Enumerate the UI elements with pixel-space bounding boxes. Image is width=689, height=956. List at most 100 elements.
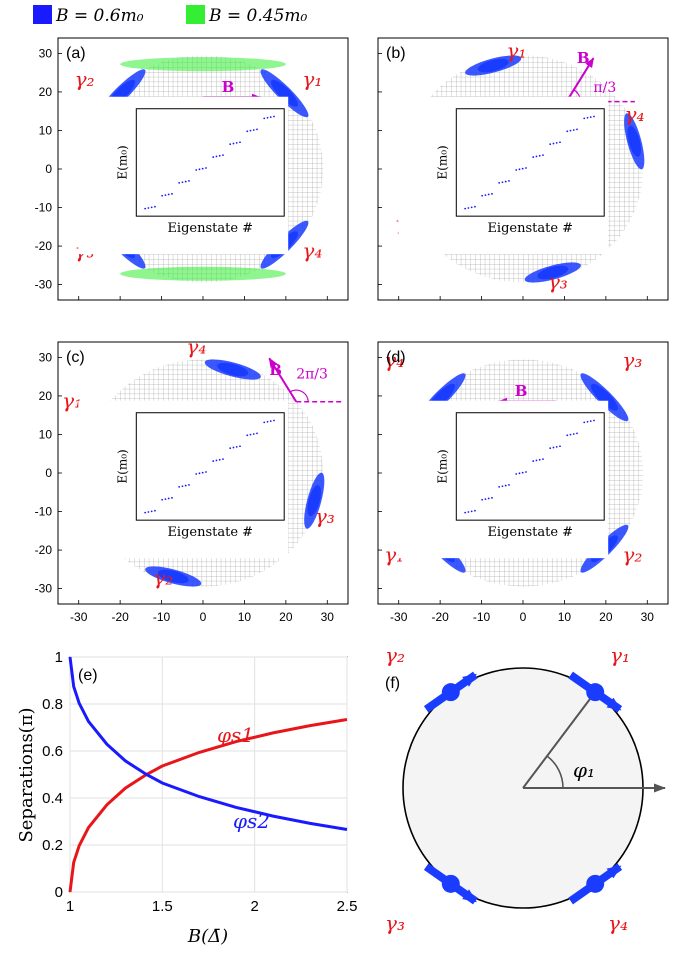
gamma-label: γ₄	[625, 102, 645, 126]
field-arrow	[268, 357, 298, 403]
eigenvalue-dot	[569, 433, 572, 436]
eigenvalue-dot	[491, 496, 493, 499]
eigenvalue-dot	[215, 459, 218, 462]
eigenvalue-dot	[504, 180, 507, 183]
eigenvalue-dot	[273, 115, 275, 118]
eigenvalue-dot	[532, 460, 535, 462]
eigenvalue-dot	[161, 194, 164, 197]
eigenvalue-dot	[188, 180, 190, 182]
eigenvalue-dot	[235, 141, 238, 144]
series-label-phi-s2: φs2	[233, 809, 270, 833]
y-tick-label: 30	[39, 350, 53, 364]
majorana-density-core	[627, 125, 642, 157]
eigenvalue-dot	[178, 181, 181, 184]
x-tick-label: 2	[250, 898, 258, 915]
x-tick-label: 1.5	[152, 898, 173, 915]
eigenvalue-dot	[269, 420, 272, 423]
x-tick-label: 2.5	[337, 898, 358, 915]
y-tick-label: -10	[35, 505, 53, 519]
eigenvalue-dot	[263, 421, 266, 424]
eigenvalue-dot	[212, 156, 215, 158]
majorana-density-core	[217, 362, 249, 377]
eigenvalue-dot	[566, 130, 569, 133]
eigenvalue-dot	[232, 142, 235, 145]
eigenvalue-dot	[218, 458, 221, 461]
majorana-density-core	[307, 485, 322, 517]
field-label: B	[269, 361, 282, 379]
eigenvalue-dot	[467, 207, 470, 209]
y-tick-label: 20	[39, 85, 53, 99]
eigenvalue-dot	[583, 421, 586, 424]
eigenvalue-dot	[171, 192, 173, 195]
eigenvalue-dot	[583, 117, 586, 120]
inset-xlabel: Eigenstate #	[167, 221, 253, 236]
phi1-angle-arc	[546, 755, 564, 789]
eigenvalue-dot	[525, 471, 527, 473]
eigenvalue-dot	[572, 433, 575, 435]
eigenvalue-dot	[572, 129, 575, 131]
x-tick-label: 30	[321, 610, 335, 624]
x-tick-label: 0	[520, 610, 527, 624]
chart-grid	[69, 656, 348, 893]
x-tick-label: 10	[558, 610, 572, 624]
eigenvalue-dot	[576, 128, 578, 131]
x-tick-label: -30	[70, 610, 88, 624]
green-density-band	[120, 57, 286, 72]
chart-lines	[68, 656, 348, 893]
gamma-label: γ₄	[384, 348, 404, 372]
gamma-label: γ₁	[506, 38, 526, 62]
green-density-band	[120, 266, 286, 281]
eigenvalue-dot	[249, 129, 252, 132]
inset-ylabel: E(m₀)	[115, 145, 129, 179]
eigenvalue-dot	[195, 169, 198, 171]
y-tick-label: 0	[55, 884, 63, 901]
majorana-density-core	[537, 265, 569, 280]
panel-e-chart: 1 1.5 2 2.5 0 0.2 0.4 0.6 0.8 1 (e) φs1 φs2 B(Δ̄)…	[16, 649, 357, 947]
inset-xlabel: Eigenstate #	[487, 221, 573, 236]
x-tick-label: 1	[66, 898, 74, 915]
gamma-label: γ₄	[186, 335, 206, 359]
eigenvalue-dot	[164, 194, 167, 197]
eigenvalue-dot	[246, 434, 249, 437]
eigenvalue-dot	[249, 433, 252, 436]
eigenvalue-dot	[222, 154, 224, 157]
majorana-density-core	[590, 383, 618, 411]
majorana-density-core	[157, 569, 189, 584]
legend-swatch-green	[186, 5, 205, 24]
eigenvalue-dot	[256, 128, 258, 131]
x-tick-label: -10	[473, 610, 491, 624]
eigenvalue-dot	[181, 485, 184, 488]
eigenvalue-dot	[164, 498, 167, 501]
x-tick-label: 0	[200, 610, 207, 624]
eigenvalue-dot	[484, 498, 487, 501]
majorana-dot	[586, 683, 605, 702]
gamma-label: γ₃	[622, 348, 642, 372]
y-tick-label: -10	[35, 201, 53, 215]
panel-c: 30 20 10 0 -10 -20 -30 -30 -20 -10 0 10 20 30 B 2π/3 γ₁ γ…	[35, 335, 349, 624]
inset-ylabel: E(m₀)	[115, 449, 129, 483]
inset-ylabel: E(m₀)	[435, 145, 449, 179]
x-tick-label: 20	[599, 610, 613, 624]
chart-xlabel: B(Δ̄)	[187, 926, 228, 947]
eigenvalue-dot	[144, 511, 147, 514]
eigenvalue-dot	[501, 181, 504, 184]
eigenvalue-dot	[266, 420, 269, 423]
eigenvalue-dot	[184, 484, 187, 487]
eigenvalue-dot	[518, 472, 521, 475]
eigenvalue-dot	[559, 141, 561, 144]
eigenvalue-dot	[246, 130, 249, 133]
eigenvalue-dot	[263, 117, 266, 120]
inset-xlabel: Eigenstate #	[487, 525, 573, 540]
series-line-phi-s2	[68, 656, 348, 831]
eigenvalue-dot	[525, 167, 527, 169]
eigenvalue-dot	[559, 445, 561, 448]
eigenvalue-dot	[167, 193, 170, 196]
majorana-dot	[586, 874, 605, 893]
eigenvalue-dot	[481, 194, 484, 197]
eigenvalue-dot	[154, 205, 156, 208]
eigenvalue-dot	[508, 180, 510, 182]
gamma-label: γ₁	[302, 67, 322, 91]
eigenvalue-dot	[218, 154, 221, 157]
gamma-4-label-f: γ₄	[608, 911, 628, 935]
